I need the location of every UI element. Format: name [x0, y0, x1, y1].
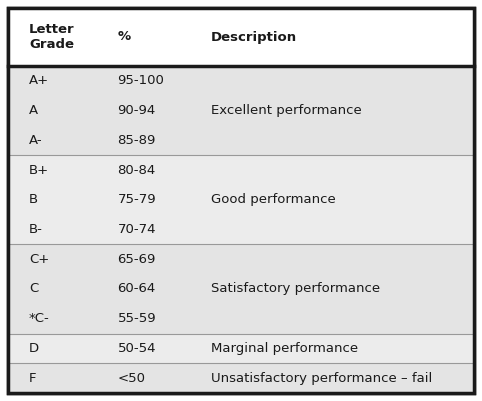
Text: A-: A-: [29, 134, 42, 147]
Text: 75-79: 75-79: [118, 193, 156, 206]
Text: Excellent performance: Excellent performance: [211, 104, 362, 117]
Text: Marginal performance: Marginal performance: [211, 342, 358, 355]
Text: %: %: [118, 30, 131, 43]
Text: B: B: [29, 193, 38, 206]
Text: B-: B-: [29, 223, 43, 236]
Text: 90-94: 90-94: [118, 104, 156, 117]
Text: 65-69: 65-69: [118, 253, 156, 266]
Text: <50: <50: [118, 372, 146, 385]
Bar: [8, 8, 474, 66]
Bar: [8, 363, 474, 393]
Text: *C-: *C-: [29, 312, 50, 325]
Text: A: A: [29, 104, 38, 117]
Text: Letter
Grade: Letter Grade: [29, 23, 75, 51]
Text: Description: Description: [211, 30, 297, 43]
Text: 70-74: 70-74: [118, 223, 156, 236]
Text: C+: C+: [29, 253, 49, 266]
Text: 60-64: 60-64: [118, 282, 156, 296]
Text: 50-54: 50-54: [118, 342, 156, 355]
Text: Satisfactory performance: Satisfactory performance: [211, 282, 380, 296]
Bar: [8, 66, 474, 155]
Bar: [8, 244, 474, 334]
Text: D: D: [29, 342, 39, 355]
Bar: [8, 155, 474, 244]
Text: F: F: [29, 372, 37, 385]
Text: Good performance: Good performance: [211, 193, 335, 206]
Text: A+: A+: [29, 74, 49, 87]
Text: B+: B+: [29, 164, 49, 176]
Text: C: C: [29, 282, 38, 296]
Text: 95-100: 95-100: [118, 74, 164, 87]
Text: 80-84: 80-84: [118, 164, 156, 176]
Text: 55-59: 55-59: [118, 312, 156, 325]
Text: Unsatisfactory performance – fail: Unsatisfactory performance – fail: [211, 372, 432, 385]
Text: 85-89: 85-89: [118, 134, 156, 147]
Bar: [8, 334, 474, 363]
